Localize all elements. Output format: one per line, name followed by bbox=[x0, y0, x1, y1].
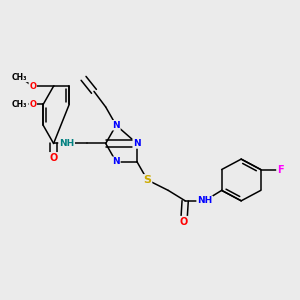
Text: N: N bbox=[133, 139, 141, 148]
Text: NH: NH bbox=[197, 196, 212, 205]
Text: O: O bbox=[29, 82, 36, 91]
Text: N: N bbox=[112, 121, 120, 130]
Text: O: O bbox=[29, 100, 36, 109]
Text: S: S bbox=[143, 175, 152, 185]
Text: O: O bbox=[180, 217, 188, 227]
Text: O: O bbox=[50, 153, 58, 163]
Text: NH: NH bbox=[59, 139, 74, 148]
Text: N: N bbox=[112, 157, 120, 166]
Text: CH₃: CH₃ bbox=[12, 73, 28, 82]
Text: F: F bbox=[277, 164, 284, 175]
Text: CH₃: CH₃ bbox=[12, 100, 28, 109]
